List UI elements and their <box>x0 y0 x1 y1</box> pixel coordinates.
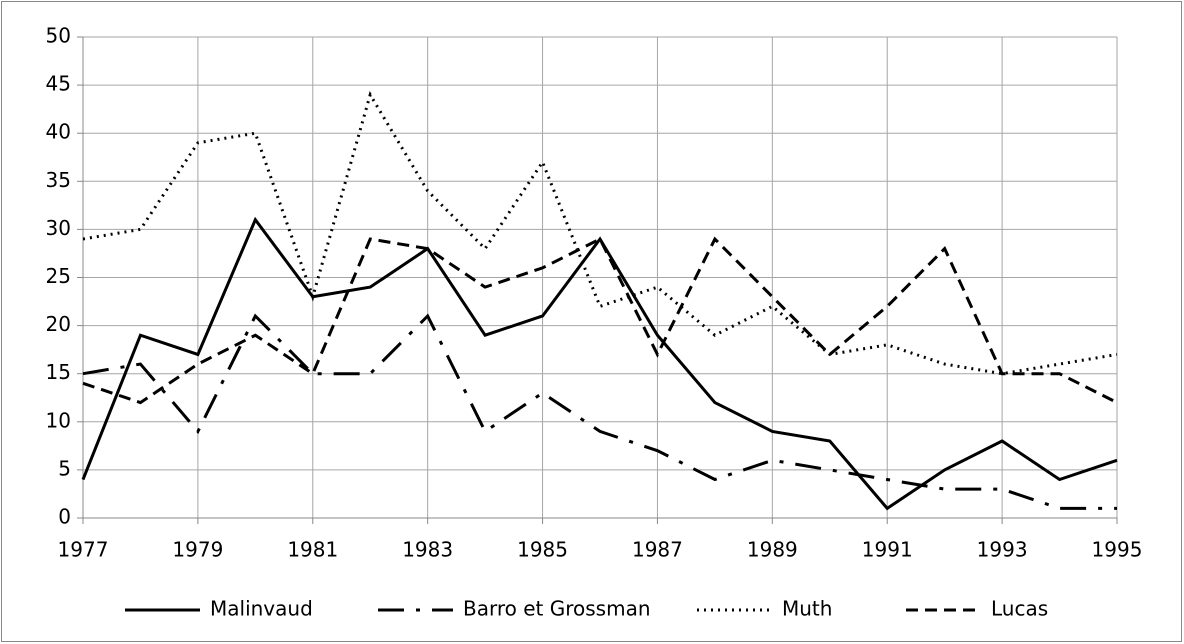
x-tick-label: 1993 <box>977 538 1028 562</box>
y-tick-label: 15 <box>46 360 71 384</box>
legend-label: Malinvaud <box>210 597 313 621</box>
x-tick-label: 1989 <box>747 538 798 562</box>
x-tick-label: 1995 <box>1092 538 1143 562</box>
y-tick-label: 40 <box>46 120 71 144</box>
y-tick-label: 25 <box>46 264 71 288</box>
x-tick-label: 1987 <box>632 538 683 562</box>
y-tick-label: 35 <box>46 168 71 192</box>
x-tick-label: 1981 <box>287 538 338 562</box>
legend-label: Barro et Grossman <box>463 597 651 621</box>
legend-label: Lucas <box>991 597 1048 621</box>
y-tick-label: 0 <box>58 505 71 529</box>
series-line <box>82 313 1117 510</box>
legend-label: Muth <box>782 597 832 621</box>
y-tick-label: 5 <box>58 456 71 480</box>
series-line <box>82 90 1118 376</box>
y-tick-label: 30 <box>46 216 71 240</box>
x-tick-label: 1983 <box>402 538 453 562</box>
x-tick-label: 1985 <box>517 538 568 562</box>
series-line <box>82 236 1118 405</box>
series-line <box>81 216 1118 511</box>
y-tick-label: 45 <box>46 72 71 96</box>
y-tick-label: 20 <box>46 312 71 336</box>
y-tick-label: 10 <box>46 408 71 432</box>
x-tick-label: 1991 <box>862 538 913 562</box>
x-tick-label: 1979 <box>172 538 223 562</box>
y-tick-label: 50 <box>46 24 71 48</box>
x-tick-label: 1977 <box>58 538 109 562</box>
